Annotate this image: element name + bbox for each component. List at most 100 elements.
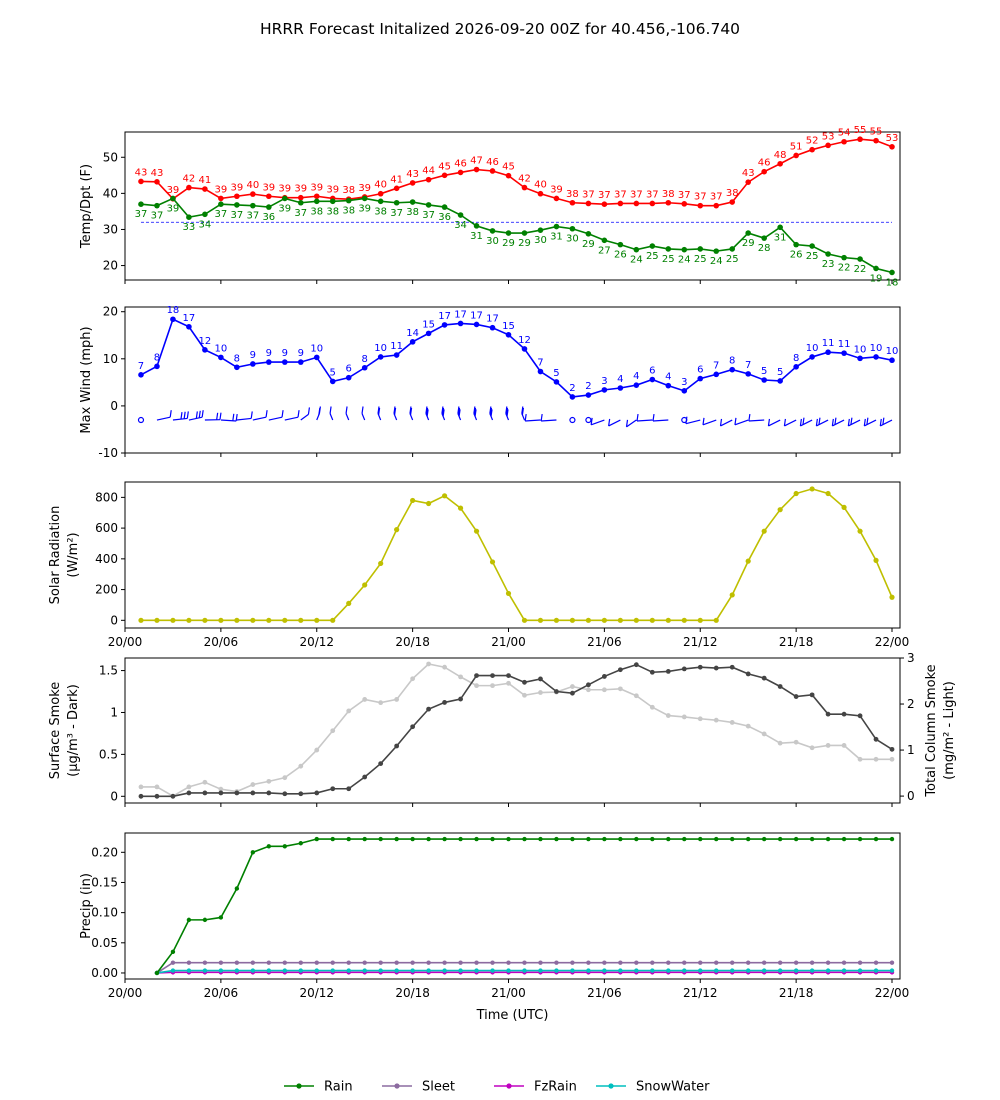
max-wind-data-label: 5 [330, 367, 336, 378]
temp-point [154, 179, 160, 185]
x-tick-label: 21/18 [779, 986, 814, 1000]
max-wind-point [825, 349, 831, 356]
y-tick-label: 1 [110, 705, 118, 719]
dewpoint-data-label: 22 [838, 263, 851, 274]
rain-precip-point [170, 949, 176, 955]
max-wind-point [361, 364, 368, 371]
temp-point [425, 176, 432, 183]
dewpoint-point [234, 202, 240, 208]
temp-data-label: 37 [694, 192, 707, 203]
max-wind-data-label: 3 [681, 377, 687, 388]
max-wind-data-label: 9 [298, 348, 304, 359]
snowwater-precip-point [314, 968, 319, 973]
wind-barb-flag [329, 406, 332, 414]
wind-barb [252, 410, 268, 421]
wind-barb-shaft [816, 419, 829, 427]
solar-point [873, 557, 879, 563]
y-tick-label: 10 [103, 352, 118, 366]
sleet-precip-point [266, 960, 272, 965]
wind-barb-flag [441, 406, 444, 414]
temp-point [457, 169, 464, 176]
max-wind-point [377, 354, 384, 360]
wind-barb [863, 417, 877, 427]
wind-barb [377, 406, 382, 421]
wind-barb-shaft [345, 413, 350, 421]
wind-barb [636, 413, 653, 422]
plot-frame [124, 131, 901, 281]
plot-frame [124, 306, 901, 454]
surface-smoke-point [617, 667, 623, 673]
y-tick-label: 800 [95, 490, 118, 504]
column-smoke-point [378, 700, 384, 706]
wind-barb-flag [426, 409, 429, 417]
wind-barb-flag [489, 407, 493, 416]
column-smoke-point [633, 693, 639, 699]
temp-data-label: 46 [486, 157, 499, 168]
temp-data-label: 55 [854, 125, 867, 136]
x-tick-label: 20/06 [204, 986, 239, 1000]
max-wind-data-label: 17 [486, 314, 499, 325]
dewpoint-point [281, 195, 288, 202]
solar-point [457, 505, 464, 511]
wind-barb-flag [474, 409, 477, 417]
dewpoint-data-label: 37 [422, 210, 435, 221]
column-smoke-point [809, 745, 815, 751]
column-smoke-point [873, 756, 879, 762]
column-smoke-point [250, 782, 256, 787]
temp-point [777, 160, 783, 167]
max-wind-point [425, 330, 432, 337]
legend-label: FzRain [534, 1080, 577, 1095]
temp-data-label: 38 [566, 189, 579, 200]
snowwater-precip-point [250, 968, 256, 973]
snowwater-precip-point [538, 968, 543, 973]
temp-data-label: 45 [438, 161, 451, 172]
max-wind-point [841, 350, 847, 356]
solar-point [473, 528, 480, 534]
rain-precip-point [394, 836, 399, 842]
legend-marker [506, 1083, 512, 1089]
dewpoint-point [585, 230, 592, 237]
column-smoke-point [649, 704, 655, 710]
temp-data-label: 43 [742, 168, 755, 179]
column-smoke-point [793, 739, 799, 745]
dewpoint-point [441, 204, 448, 210]
snowwater-precip-point [506, 968, 511, 973]
max-wind-point [857, 355, 863, 362]
y-axis-label: Temp/Dpt (F) [79, 164, 94, 249]
column-smoke-point [282, 775, 288, 781]
surface-smoke-point [298, 791, 304, 797]
temp-point [218, 195, 224, 202]
column-smoke-point [665, 713, 671, 718]
temp-point [313, 193, 320, 200]
dewpoint-point [361, 195, 368, 202]
x-tick-label: 21/12 [683, 986, 718, 1000]
temp-point [809, 146, 815, 153]
max-wind-data-label: 2 [569, 383, 575, 394]
wind-barb [409, 406, 414, 421]
column-smoke-point [330, 728, 336, 734]
rain-precip-point [570, 836, 575, 842]
wind-barb-shaft [608, 419, 621, 427]
surface-smoke-point [857, 713, 863, 719]
solar-point [330, 617, 336, 623]
wind-barb-calm [137, 416, 145, 424]
dewpoint-data-label: 22 [854, 264, 867, 275]
temp-point [489, 168, 496, 174]
temp-data-label: 53 [886, 133, 899, 144]
dewpoint-data-label: 36 [262, 212, 275, 223]
snowwater-precip-point [282, 968, 287, 973]
temp-data-label: 39 [262, 182, 275, 193]
rain-precip-point [841, 836, 847, 842]
surface-smoke-point [633, 662, 639, 668]
max-wind-point [218, 354, 224, 361]
temp-data-label: 55 [870, 127, 883, 138]
dewpoint-point [154, 202, 160, 209]
y-tick-label: 0.00 [91, 966, 118, 980]
rain-precip-point [730, 836, 735, 842]
dewpoint-data-label: 37 [215, 209, 228, 220]
legend-label: Rain [324, 1080, 353, 1095]
snowwater-precip-point [777, 968, 783, 973]
sleet-precip-point [250, 960, 256, 965]
column-smoke-point [841, 743, 847, 748]
sleet-precip-point [554, 960, 559, 965]
